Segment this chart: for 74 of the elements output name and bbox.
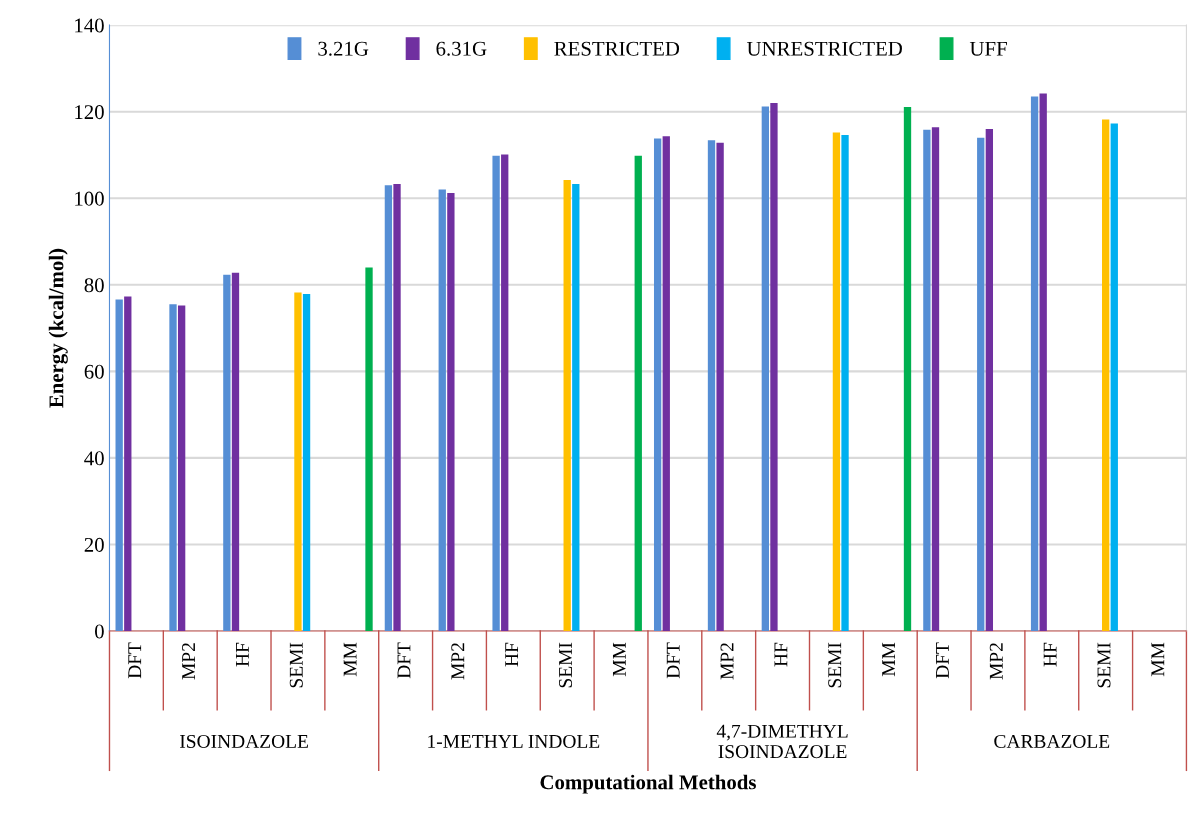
bar (169, 304, 177, 632)
bar (985, 129, 994, 632)
text: ISOINDAZOLE (180, 734, 308, 748)
x-tick-label: HF (774, 642, 788, 667)
bar (707, 140, 716, 632)
legend-label: UFF (969, 41, 1007, 56)
bar (1110, 123, 1118, 632)
legend-label: RESTRICTED (554, 41, 680, 56)
bar (662, 136, 670, 632)
bar (177, 305, 186, 632)
x-tick-label: HF (505, 642, 519, 667)
bar (231, 272, 240, 632)
bar (563, 180, 571, 632)
bar (770, 103, 778, 632)
x-tick-label: MM (882, 642, 895, 677)
x-tick-label: MP2 (720, 643, 734, 680)
bar (501, 154, 509, 632)
bar (492, 155, 500, 632)
bar (438, 189, 446, 632)
x-tick-label: DFT (936, 642, 949, 679)
x-tick-label: HF (1043, 642, 1057, 667)
x-axis-title: Computational Methods (540, 774, 756, 794)
bar (447, 193, 455, 632)
x-tick-label: SEMI (558, 642, 573, 688)
x-tick-label: MM (343, 642, 357, 677)
x-tick-label: DFT (128, 642, 142, 679)
bar (653, 138, 662, 632)
bar (977, 137, 985, 632)
bar (365, 267, 373, 632)
legend-label: UNRESTRICTED (746, 41, 902, 56)
legend-label: 3.21G (318, 41, 369, 56)
bar (384, 185, 393, 632)
bar (832, 132, 841, 632)
x-tick-label: MP2 (989, 643, 1003, 680)
y-tick-label: 0 (95, 624, 104, 639)
bar (294, 292, 302, 632)
bar (393, 183, 401, 632)
text: 4,7-DIMETHYL ISOINDAZOLE (716, 724, 848, 759)
y-tick-label: 100 (75, 191, 104, 206)
y-tick-label: 40 (84, 451, 104, 466)
text: CARBAZOLE (994, 734, 1110, 748)
x-tick-label: DFT (397, 642, 411, 679)
bar (223, 274, 231, 632)
y-tick-label: 20 (84, 537, 104, 552)
y-axis-title: Energy (kcal/mol) (48, 248, 68, 408)
bar (761, 106, 769, 632)
text: 1-METHYL INDOLE (428, 734, 600, 748)
x-tick-label: SEMI (289, 642, 303, 688)
bar (115, 299, 123, 632)
legend-label: 6.31G (436, 41, 487, 56)
bar (1039, 93, 1047, 632)
bar (124, 296, 132, 632)
bar (572, 183, 580, 632)
bar (841, 135, 849, 632)
bar (634, 155, 642, 632)
bar (931, 127, 940, 632)
bar (1030, 96, 1039, 632)
y-tick-label: 120 (75, 105, 104, 120)
y-tick-label: 60 (84, 364, 104, 379)
x-tick-label: MP2 (451, 643, 465, 680)
x-tick-label: MM (1151, 642, 1165, 677)
x-tick-label: HF (236, 642, 249, 667)
x-tick-label: DFT (666, 642, 680, 679)
bar (1102, 119, 1110, 632)
x-tick-label: SEMI (1097, 642, 1111, 688)
y-tick-label: 140 (75, 18, 104, 33)
bar (716, 142, 724, 632)
x-tick-label: MP2 (182, 643, 195, 680)
bar (923, 129, 931, 632)
x-tick-label: SEMI (828, 642, 842, 688)
x-tick-label: MM (612, 642, 626, 677)
bar (302, 293, 311, 632)
bar (903, 106, 912, 632)
y-tick-label: 80 (84, 278, 104, 293)
